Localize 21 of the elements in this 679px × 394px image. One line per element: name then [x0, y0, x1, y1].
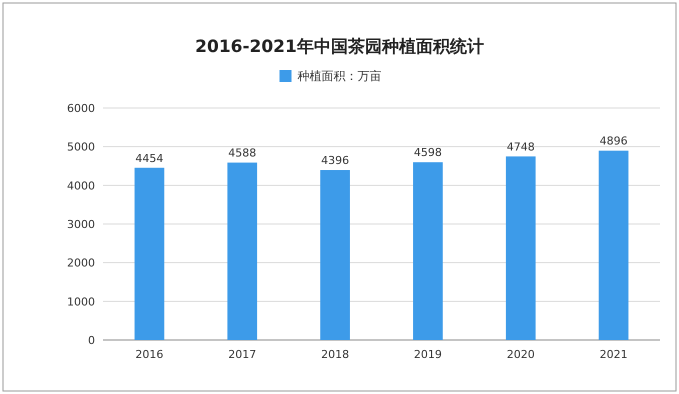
data-label: 4896: [600, 134, 628, 148]
y-tick-label: 2000: [67, 256, 95, 270]
x-tick-label: 2021: [600, 348, 628, 361]
x-tick-label: 2020: [506, 348, 535, 361]
data-label: 4588: [228, 146, 256, 160]
data-label: 4396: [321, 154, 350, 168]
x-tick-label: 2018: [321, 348, 350, 361]
data-label: 4454: [135, 152, 164, 165]
legend-label: 种植面积：万亩: [298, 69, 382, 83]
chart-title: 2016-2021年中国茶园种植面积统计: [195, 37, 484, 57]
data-label: 4598: [414, 146, 442, 160]
y-tick-label: 5000: [67, 140, 95, 154]
y-tick-label: 1000: [67, 295, 95, 308]
x-tick-label: 2019: [414, 348, 442, 361]
x-tick-label: 2017: [228, 348, 256, 361]
y-tick-label: 0: [88, 334, 95, 347]
data-label: 4748: [506, 140, 535, 154]
y-tick-label: 3000: [67, 218, 95, 231]
y-tick-label: 4000: [67, 179, 95, 192]
y-tick-label: 6000: [67, 102, 95, 115]
x-tick-label: 2016: [135, 348, 164, 361]
